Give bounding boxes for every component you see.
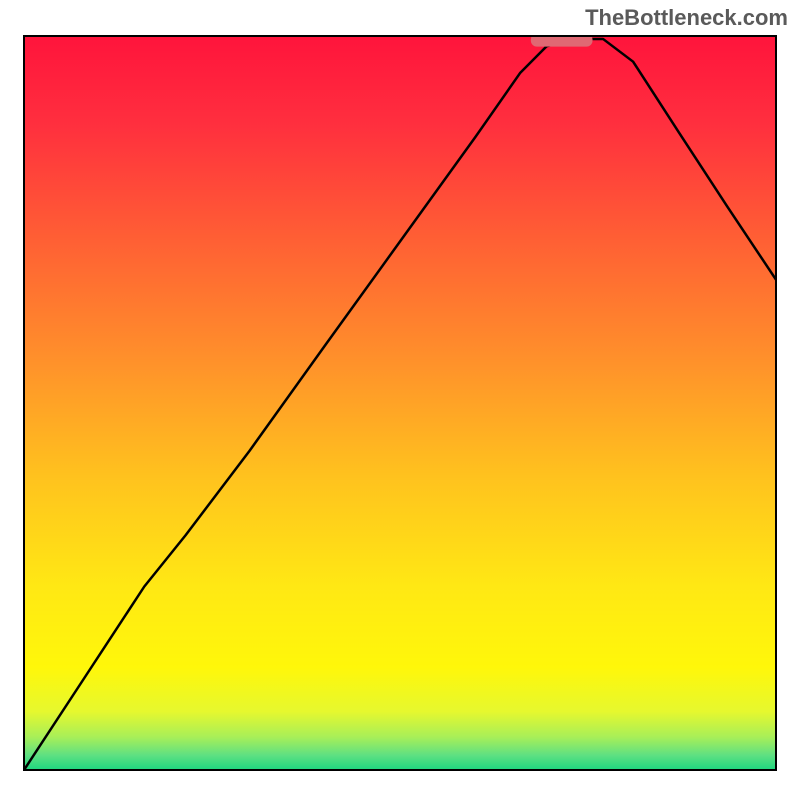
plot-background — [24, 36, 776, 770]
bottleneck-chart — [0, 0, 800, 800]
watermark-text: TheBottleneck.com — [585, 5, 788, 31]
chart-container: TheBottleneck.com — [0, 0, 800, 800]
